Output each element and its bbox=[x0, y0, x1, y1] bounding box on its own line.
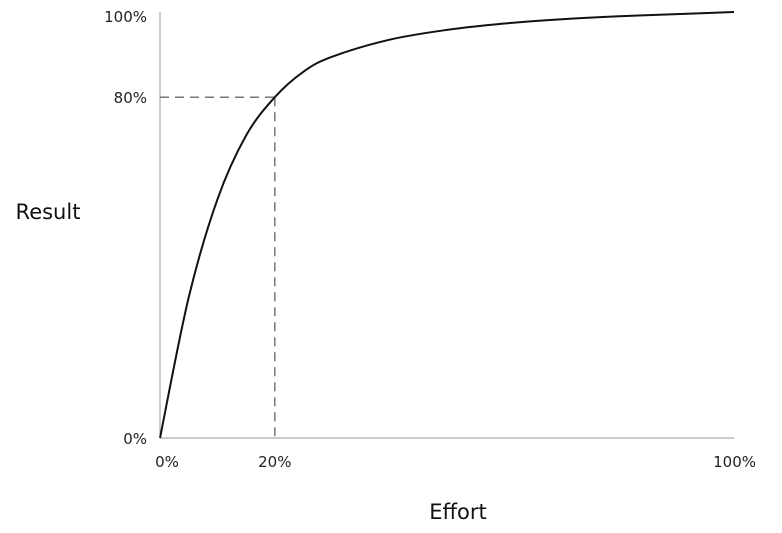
y-tick-label: 80% bbox=[114, 89, 147, 107]
y-axis-label: Result bbox=[16, 200, 81, 224]
x-axis-label: Effort bbox=[429, 500, 486, 524]
x-tick-label: 0% bbox=[155, 453, 179, 471]
series-line bbox=[159, 11, 735, 439]
x-tick-label: 100% bbox=[713, 453, 756, 471]
y-tick-label: 100% bbox=[104, 8, 147, 26]
x-tick-label: 20% bbox=[258, 453, 291, 471]
y-tick-label: 0% bbox=[123, 430, 147, 448]
